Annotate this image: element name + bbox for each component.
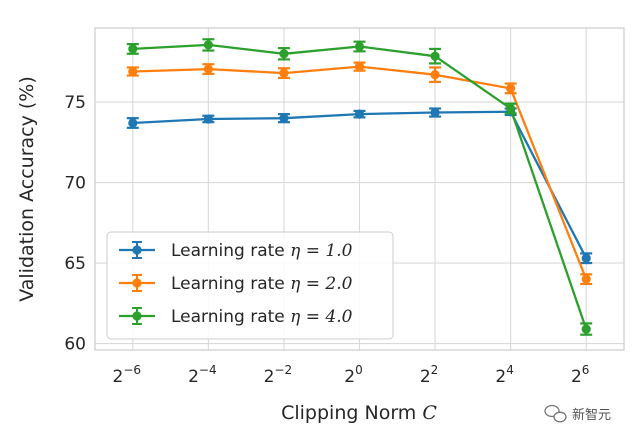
data-point [581, 253, 591, 263]
legend-label: Learning rate η = 1.0 [171, 241, 353, 261]
legend-label: Learning rate η = 2.0 [171, 274, 353, 294]
legend-entry-1: Learning rate η = 1.0 [119, 241, 353, 261]
x-tick-label: 26 [571, 363, 589, 387]
series-2 [126, 61, 593, 286]
series-layer [126, 38, 593, 336]
x-tick-label: 2−2 [264, 363, 293, 387]
y-tick-label: 60 [64, 335, 86, 355]
legend-label-text: Learning rate [171, 274, 290, 294]
x-tick-base: 2 [344, 367, 355, 387]
data-point [203, 64, 213, 74]
legend-marker [132, 278, 142, 288]
series-3 [126, 38, 593, 336]
legend-label-text: Learning rate [171, 241, 290, 261]
data-point [354, 41, 365, 52]
x-tick-base: 2 [571, 367, 582, 387]
data-point [279, 113, 289, 123]
data-point [430, 70, 440, 80]
data-point [279, 68, 289, 78]
x-tick-label: 2−4 [188, 363, 217, 387]
x-tick-label: 24 [495, 363, 513, 387]
watermark-text: 新智元 [572, 407, 611, 423]
data-point [430, 51, 440, 61]
legend-label-equation: η = 2.0 [290, 274, 352, 294]
watermark: 新智元 [544, 404, 611, 423]
x-tick-exponent: 4 [506, 363, 514, 377]
data-point [203, 40, 213, 50]
data-point [354, 62, 365, 72]
legend-entry-2: Learning rate η = 2.0 [119, 274, 353, 294]
x-tick-label: 20 [344, 363, 362, 387]
y-tick-label: 75 [64, 93, 86, 113]
x-tick-base: 2 [495, 367, 506, 387]
plot-frame [94, 27, 625, 351]
data-point [128, 44, 138, 54]
x-tick-base: 2 [264, 367, 275, 387]
x-axis-label: Clipping Norm C [281, 402, 437, 424]
x-tick-label: 22 [420, 363, 438, 387]
x-tick-exponent: 0 [355, 363, 363, 377]
data-point [506, 103, 516, 114]
y-axis-ticks: 60 65 70 75 [64, 93, 86, 355]
data-point [354, 109, 365, 119]
legend-entry-3: Learning rate η = 4.0 [119, 307, 353, 327]
legend-label: Learning rate η = 4.0 [171, 307, 353, 327]
data-point [581, 274, 591, 284]
data-point [203, 114, 213, 124]
x-tick-base: 2 [420, 367, 431, 387]
data-point [581, 324, 591, 334]
wechat-icon [544, 404, 567, 423]
x-tick-exponent: −6 [123, 363, 141, 377]
x-tick-label: 2−6 [113, 363, 142, 387]
legend-marker [132, 311, 142, 321]
x-axis-label-text: Clipping Norm [281, 402, 422, 424]
data-point [128, 118, 138, 128]
y-tick-label: 65 [64, 254, 86, 274]
legend-label-equation: η = 1.0 [290, 241, 352, 261]
legend-label-text: Learning rate [171, 307, 290, 327]
x-tick-base: 2 [188, 367, 199, 387]
legend-marker [132, 245, 142, 255]
x-axis-ticks: 2−6 2−4 2−2 20 22 24 26 [113, 363, 590, 387]
x-tick-exponent: 2 [431, 363, 439, 377]
x-tick-exponent: −4 [199, 363, 217, 377]
x-tick-base: 2 [113, 367, 124, 387]
legend-label-equation: η = 4.0 [290, 307, 352, 327]
x-tick-exponent: 6 [582, 363, 590, 377]
data-point [506, 83, 516, 93]
x-axis-label-variable: C [422, 402, 437, 424]
y-axis-label: Validation Accuracy (%) [16, 76, 38, 302]
x-tick-exponent: −2 [274, 363, 292, 377]
data-point [128, 66, 138, 77]
legend-box [106, 231, 394, 340]
y-tick-label: 70 [64, 174, 86, 194]
data-point [430, 107, 440, 118]
data-point [279, 49, 289, 59]
